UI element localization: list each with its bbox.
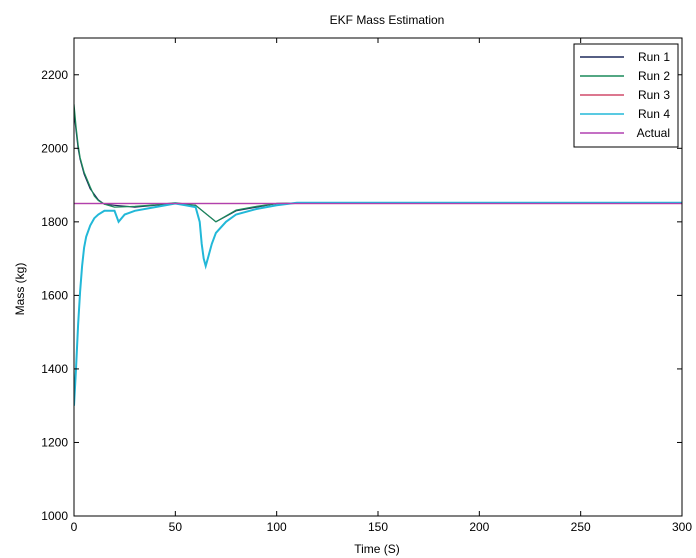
y-tick-label: 1800 [41, 215, 68, 229]
y-tick-label: 1000 [41, 509, 68, 523]
y-tick-label: 2000 [41, 141, 68, 155]
legend-label: Run 4 [638, 107, 670, 121]
x-tick-label: 300 [672, 520, 692, 534]
x-tick-label: 200 [469, 520, 489, 534]
y-axis-label: Mass (kg) [13, 263, 27, 316]
chart-title: EKF Mass Estimation [330, 13, 445, 27]
legend: Run 1 Run 2 Run 3 Run 4 Actual [573, 43, 679, 148]
x-tick-label: 0 [71, 520, 78, 534]
legend-label: Run 1 [638, 50, 670, 64]
y-tick-label: 2200 [41, 68, 68, 82]
series-line-run-4 [74, 201, 682, 406]
legend-label: Run 2 [638, 69, 670, 83]
x-axis-label: Time (S) [354, 542, 400, 556]
legend-label: Run 3 [638, 88, 670, 102]
y-tick-label: 1200 [41, 435, 68, 449]
x-tick-label: 250 [571, 520, 591, 534]
y-tick-label: 1600 [41, 288, 68, 302]
x-tick-label: 50 [169, 520, 183, 534]
x-tick-label: 150 [368, 520, 388, 534]
legend-label: Actual [637, 126, 670, 140]
x-tick-label: 100 [267, 520, 287, 534]
y-tick-label: 1400 [41, 362, 68, 376]
